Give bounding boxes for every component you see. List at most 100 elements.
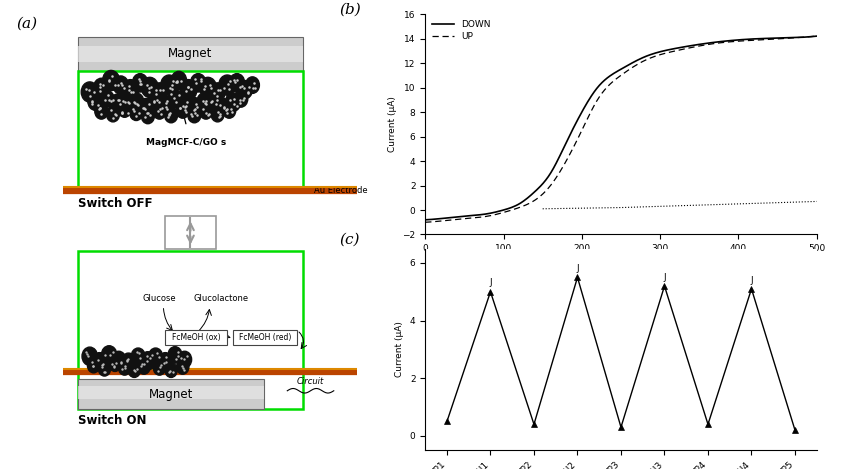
- DOWN: [422, 217, 432, 223]
- Circle shape: [95, 104, 108, 119]
- Circle shape: [130, 105, 143, 121]
- Circle shape: [153, 104, 166, 119]
- Circle shape: [165, 363, 178, 378]
- Circle shape: [180, 80, 197, 100]
- UP: [420, 219, 430, 225]
- Circle shape: [122, 80, 139, 100]
- Circle shape: [234, 91, 248, 107]
- Circle shape: [188, 107, 201, 123]
- Text: Glucose: Glucose: [142, 294, 176, 303]
- Circle shape: [141, 77, 158, 98]
- Circle shape: [81, 82, 99, 102]
- Circle shape: [109, 357, 121, 371]
- Circle shape: [190, 74, 206, 92]
- Text: J: J: [663, 272, 666, 282]
- Circle shape: [246, 77, 259, 93]
- Legend: DOWN, UP: DOWN, UP: [429, 19, 493, 43]
- UP: [422, 219, 432, 225]
- DOWN: [420, 217, 430, 223]
- FancyBboxPatch shape: [78, 37, 303, 71]
- FancyBboxPatch shape: [78, 386, 264, 399]
- Circle shape: [132, 74, 148, 92]
- Text: MagMCF-C/GO s: MagMCF-C/GO s: [147, 138, 226, 147]
- Circle shape: [222, 103, 236, 118]
- DOWN: [660, 48, 670, 53]
- Circle shape: [178, 351, 192, 368]
- Circle shape: [149, 348, 163, 364]
- Bar: [78, 71, 303, 189]
- Text: Switch ON: Switch ON: [78, 414, 147, 427]
- DOWN: [750, 36, 760, 42]
- Circle shape: [171, 71, 187, 90]
- DOWN: [775, 35, 785, 41]
- Circle shape: [131, 348, 145, 364]
- DOWN: [653, 49, 663, 55]
- FancyBboxPatch shape: [78, 379, 264, 409]
- Text: Magnet: Magnet: [168, 47, 213, 61]
- DOWN: [652, 50, 662, 55]
- Text: (b): (b): [339, 3, 361, 17]
- Circle shape: [141, 108, 154, 124]
- Y-axis label: Current (μA): Current (μA): [395, 321, 404, 378]
- Text: Glucolactone: Glucolactone: [194, 294, 249, 303]
- Y-axis label: Current (μA): Current (μA): [388, 96, 397, 152]
- Circle shape: [106, 106, 120, 122]
- Circle shape: [176, 103, 189, 118]
- Circle shape: [237, 81, 253, 99]
- Circle shape: [93, 353, 106, 369]
- Circle shape: [88, 92, 104, 110]
- Circle shape: [140, 352, 156, 370]
- Circle shape: [200, 77, 216, 98]
- Circle shape: [187, 98, 202, 116]
- Circle shape: [129, 93, 144, 111]
- Circle shape: [100, 91, 115, 107]
- Circle shape: [164, 107, 178, 123]
- Circle shape: [99, 361, 110, 376]
- Circle shape: [161, 75, 178, 95]
- FancyBboxPatch shape: [78, 46, 303, 62]
- Circle shape: [216, 98, 231, 115]
- Text: Magnet: Magnet: [149, 388, 194, 401]
- DOWN: [812, 33, 822, 39]
- Circle shape: [219, 75, 236, 95]
- Circle shape: [120, 91, 134, 107]
- Circle shape: [152, 83, 168, 101]
- UP: [812, 33, 822, 39]
- Text: FcMeOH (red): FcMeOH (red): [239, 333, 291, 342]
- Circle shape: [197, 93, 211, 109]
- Circle shape: [109, 94, 125, 113]
- Bar: [165, 330, 227, 345]
- Circle shape: [158, 353, 173, 369]
- Circle shape: [128, 363, 141, 378]
- Circle shape: [206, 94, 221, 113]
- Bar: [165, 216, 216, 249]
- Circle shape: [112, 351, 125, 368]
- Circle shape: [148, 92, 163, 110]
- Text: Au Electrode: Au Electrode: [314, 186, 368, 195]
- Circle shape: [211, 106, 224, 122]
- Circle shape: [138, 360, 150, 374]
- Circle shape: [103, 70, 120, 91]
- Circle shape: [93, 78, 109, 97]
- Circle shape: [158, 97, 173, 113]
- Circle shape: [168, 347, 182, 363]
- UP: [775, 36, 785, 42]
- Text: Circuit: Circuit: [297, 377, 324, 386]
- Bar: [233, 330, 297, 345]
- Circle shape: [229, 74, 245, 92]
- Circle shape: [82, 347, 98, 365]
- Line: UP: UP: [425, 36, 817, 222]
- UP: [653, 53, 663, 58]
- Text: J: J: [750, 276, 753, 285]
- UP: [660, 51, 670, 56]
- Circle shape: [119, 361, 131, 375]
- Circle shape: [168, 90, 183, 108]
- Circle shape: [178, 95, 192, 112]
- Circle shape: [153, 361, 166, 375]
- UP: [652, 53, 662, 59]
- Text: (a): (a): [16, 16, 37, 30]
- Text: Switch OFF: Switch OFF: [78, 197, 152, 210]
- Text: J: J: [576, 264, 578, 273]
- Circle shape: [226, 93, 241, 111]
- Circle shape: [101, 346, 117, 364]
